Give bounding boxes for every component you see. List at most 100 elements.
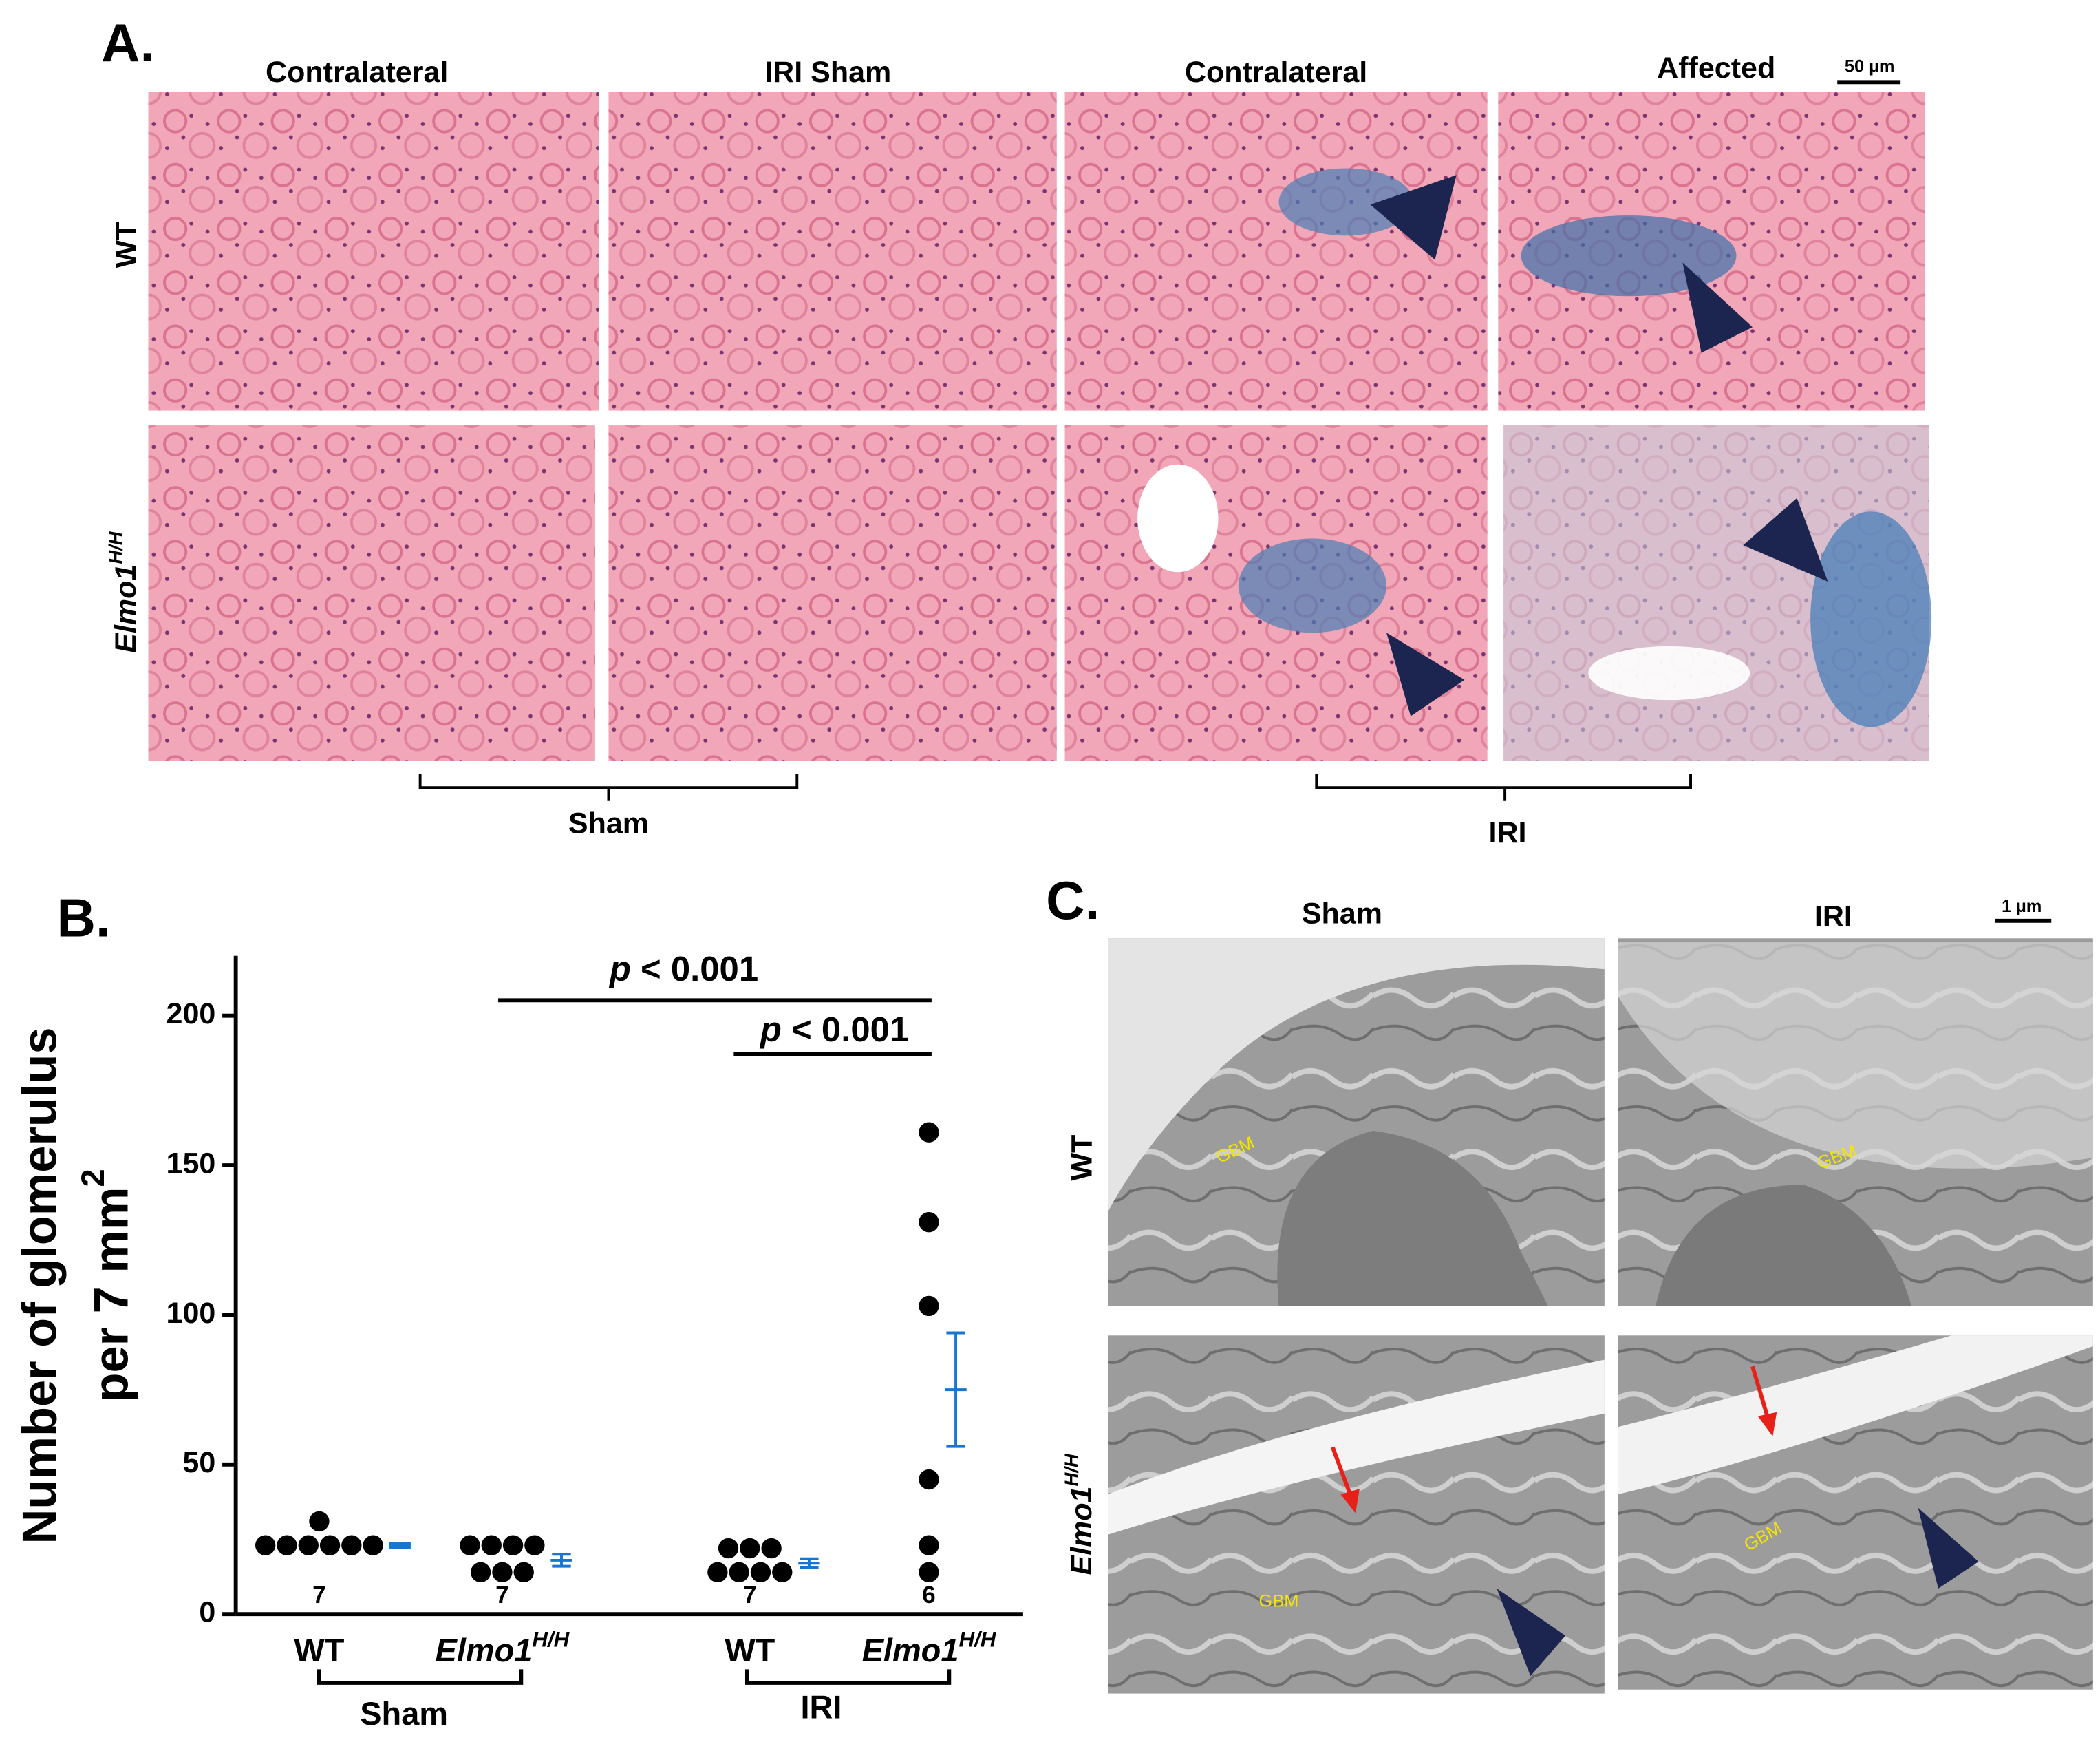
row-label: WT — [110, 222, 143, 268]
micrograph — [1064, 92, 1488, 411]
lumen — [1137, 464, 1219, 573]
x-tick-label-text: WT — [725, 1633, 775, 1668]
y-tick-label: 50 — [182, 1446, 215, 1479]
dot — [919, 1469, 939, 1490]
em-region — [1618, 942, 2093, 1169]
lumen — [1588, 646, 1750, 701]
dot — [492, 1562, 513, 1582]
dot — [524, 1535, 545, 1555]
error-bar — [552, 1553, 571, 1568]
micrograph — [608, 92, 1057, 411]
x-tick-label-sup: H/H — [532, 1628, 570, 1652]
em-region — [1108, 938, 1605, 1212]
em-region — [1656, 1185, 1911, 1306]
column-header: Contralateral — [266, 56, 448, 89]
group-label: Sham — [360, 1696, 448, 1732]
dot — [718, 1538, 739, 1559]
error-bar — [800, 1557, 819, 1569]
micrograph — [148, 425, 595, 761]
dot — [277, 1535, 297, 1555]
panel-label: C. — [1046, 870, 1100, 931]
x-tick-label: WT — [294, 1633, 344, 1668]
group-label: IRI — [1489, 816, 1527, 849]
x-tick-label-sup: H/H — [958, 1628, 996, 1652]
group-bracket — [317, 1669, 524, 1685]
dot — [750, 1562, 771, 1582]
group-bracket — [1315, 774, 1692, 801]
arrow — [1750, 1366, 1770, 1417]
significance-symbol: p — [759, 1010, 782, 1050]
arrowhead — [1743, 498, 1828, 582]
y-tick-label: 100 — [167, 1297, 216, 1330]
significance-text: < 0.001 — [641, 950, 758, 989]
dot — [319, 1535, 341, 1555]
x-tick-label-text: WT — [294, 1633, 344, 1668]
y-tick-label: 0 — [199, 1596, 215, 1629]
dot — [761, 1538, 782, 1559]
dot — [513, 1562, 534, 1582]
micrograph — [148, 92, 599, 411]
row-label-text: Elmo1 — [110, 564, 143, 653]
n-label: 7 — [743, 1582, 757, 1608]
stain — [1521, 215, 1737, 297]
dot — [460, 1535, 480, 1555]
dot — [740, 1538, 760, 1559]
column-header: Contralateral — [1185, 56, 1367, 89]
arrowhead — [1497, 1589, 1566, 1677]
arrow — [1757, 1412, 1777, 1436]
dot — [919, 1295, 939, 1317]
x-tick-label: WT — [725, 1633, 775, 1668]
group-label: IRI — [800, 1689, 842, 1725]
dot — [729, 1562, 749, 1582]
em-region — [1618, 1335, 2093, 1495]
y-tick-label: 150 — [167, 1147, 216, 1180]
row-label: Elmo1H/H — [1060, 1453, 1098, 1575]
dot — [309, 1511, 330, 1532]
n-label: 6 — [922, 1582, 936, 1608]
row-label-sup: H/H — [105, 531, 127, 564]
arrowhead — [1682, 262, 1753, 353]
dot — [707, 1562, 728, 1582]
y-axis-label: Number of glomerulus — [12, 1027, 67, 1544]
group-bracket — [418, 774, 799, 801]
stain — [1810, 511, 1932, 727]
column-header: Affected — [1657, 52, 1775, 85]
x-tick-label-text: Elmo1 — [862, 1633, 959, 1668]
micrographs-a — [148, 92, 1932, 761]
arrowhead — [1918, 1507, 1979, 1589]
arrow — [1340, 1489, 1360, 1513]
row-label-text: Elmo1 — [1065, 1486, 1098, 1575]
x-tick-label: Elmo1H/H — [862, 1628, 997, 1669]
significance-symbol: p — [608, 950, 631, 989]
y-axis-label-text: per 7 mm — [83, 1187, 138, 1402]
dot — [919, 1122, 939, 1143]
arrowhead — [1370, 175, 1457, 260]
panel-label: B. — [57, 887, 111, 948]
x-tick-label-text: Elmo1 — [436, 1633, 533, 1668]
scale-bar-label: 1 µm — [2002, 897, 2042, 916]
error-bar — [390, 1542, 409, 1549]
dot — [341, 1535, 362, 1555]
micrographs-c — [1108, 938, 2093, 1694]
column-header: IRI Sham — [764, 56, 891, 89]
group-bracket — [744, 1669, 952, 1685]
error-bar — [946, 1331, 965, 1448]
arrowhead — [1386, 633, 1465, 716]
significance-label: p < 0.001 — [759, 1010, 909, 1050]
em-region — [1277, 1130, 1548, 1306]
n-label: 7 — [312, 1582, 326, 1608]
significance-label: p < 0.001 — [608, 950, 758, 989]
significance-text: < 0.001 — [791, 1010, 909, 1050]
stain — [1278, 168, 1414, 236]
row-label-sup: H/H — [1060, 1453, 1082, 1486]
x-tick-label: Elmo1H/H — [436, 1628, 570, 1669]
dot — [919, 1535, 939, 1555]
scale-bar-label: 50 µm — [1845, 57, 1895, 76]
chart: B. Number of glomerulus per 7 mm2 0 50 100… — [12, 887, 1023, 1732]
panel-label: A. — [101, 12, 155, 73]
row-label: Elmo1H/H — [105, 531, 143, 652]
row-label: WT — [1065, 1135, 1098, 1181]
y-tick-label: 200 — [167, 997, 216, 1030]
dot — [363, 1535, 383, 1555]
